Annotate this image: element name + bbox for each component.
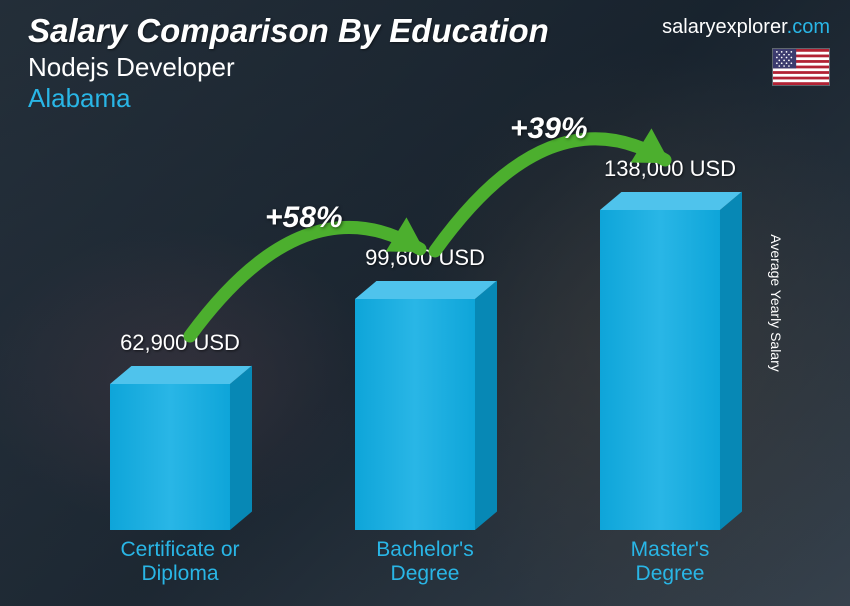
bar-group: 138,000 USD Master'sDegree bbox=[590, 120, 750, 586]
bar bbox=[600, 210, 740, 530]
bar-category-label: Master'sDegree bbox=[631, 538, 710, 586]
bar-value-label: 99,600 USD bbox=[365, 245, 485, 271]
bar-group: 99,600 USD Bachelor'sDegree bbox=[345, 120, 505, 586]
bar bbox=[110, 384, 250, 530]
bar-value-label: 62,900 USD bbox=[120, 330, 240, 356]
bar-front-face bbox=[110, 384, 230, 530]
bar-top-face bbox=[600, 192, 741, 210]
increase-percent-label: +58% bbox=[265, 201, 343, 235]
increase-percent-label: +39% bbox=[510, 112, 588, 146]
chart-subtitle: Nodejs Developer bbox=[28, 52, 830, 83]
us-flag-icon bbox=[772, 48, 830, 86]
bar-category-label: Bachelor'sDegree bbox=[376, 538, 473, 586]
bar bbox=[355, 299, 495, 530]
watermark: salaryexplorer.com bbox=[662, 16, 830, 39]
bar-side-face bbox=[475, 281, 497, 530]
bar-front-face bbox=[355, 299, 475, 530]
bar-value-label: 138,000 USD bbox=[604, 156, 736, 182]
chart-area: 62,900 USD Certificate orDiploma 99,600 US… bbox=[60, 120, 790, 586]
bar-side-face bbox=[230, 366, 252, 530]
bar-top-face bbox=[110, 366, 251, 384]
bar-side-face bbox=[720, 192, 742, 530]
bar-top-face bbox=[355, 281, 496, 299]
bar-front-face bbox=[600, 210, 720, 530]
bar-category-label: Certificate orDiploma bbox=[120, 538, 239, 586]
chart-location: Alabama bbox=[28, 83, 830, 114]
watermark-tld: .com bbox=[787, 16, 830, 38]
bar-group: 62,900 USD Certificate orDiploma bbox=[100, 120, 260, 586]
watermark-brand: salaryexplorer bbox=[662, 16, 787, 38]
